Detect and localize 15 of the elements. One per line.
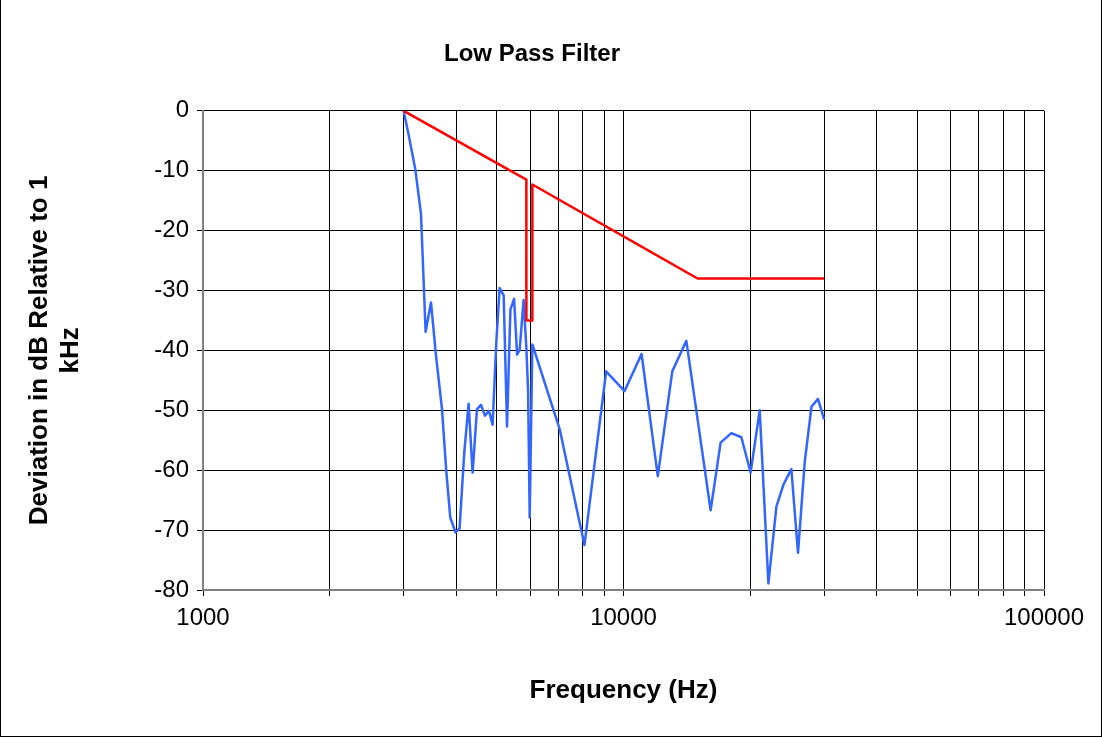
x-axis-title: Frequency (Hz): [529, 673, 718, 704]
x-tick-label: 100000: [1003, 603, 1085, 631]
y-tick-label: -40: [154, 335, 189, 363]
x-tick-label: 10000: [590, 603, 657, 631]
chart-title: Low Pass Filter: [443, 39, 621, 67]
y-tick-label: -20: [154, 215, 189, 243]
y-tick-label: -70: [154, 514, 189, 542]
x-tick-label: 1000: [176, 603, 230, 631]
y-tick-label: -50: [154, 394, 189, 422]
y-tick-label: -60: [154, 454, 189, 482]
y-tick-label: -80: [154, 574, 189, 602]
y-tick-label: -10: [154, 155, 189, 183]
y-tick-label: -30: [154, 275, 189, 303]
y-axis-title: Deviation in dB Relative to 1 kHz: [22, 175, 84, 526]
y-tick-label: 0: [175, 95, 189, 123]
